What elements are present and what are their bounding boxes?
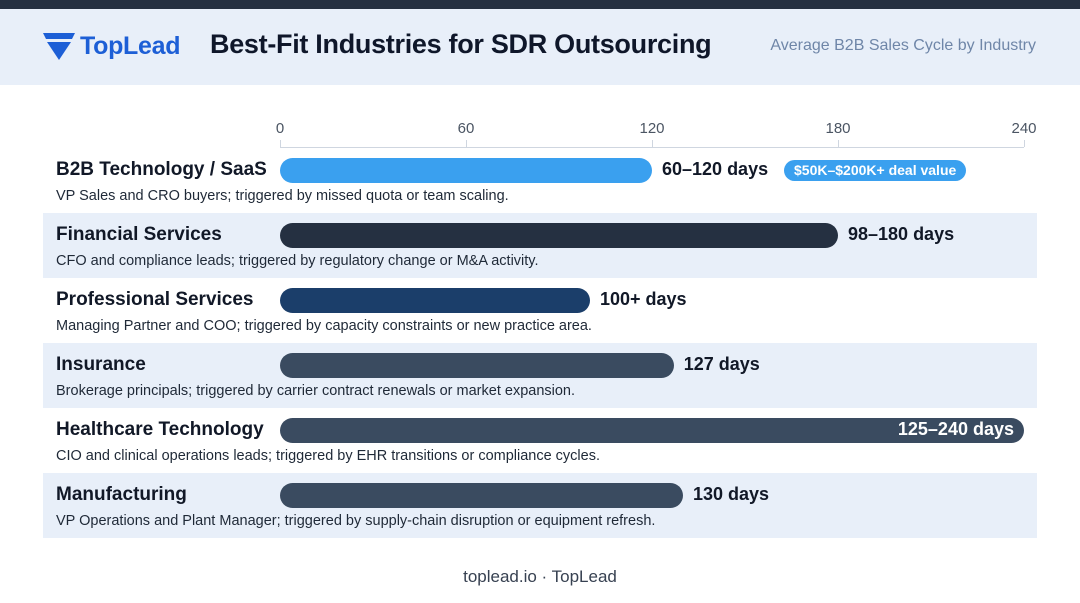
x-axis-tick: [466, 140, 467, 147]
bar: [280, 483, 683, 508]
bar-value-label: 100+ days: [600, 289, 687, 309]
logo-text: TopLead: [80, 31, 181, 60]
logo[interactable]: TopLead: [42, 29, 181, 63]
bar-value-label: 127 days: [683, 354, 760, 374]
industry-description: VP Operations and Plant Manager; trigger…: [56, 513, 656, 529]
industry-name: Financial Services: [56, 224, 222, 245]
bar: [280, 418, 1024, 443]
industry-name: Professional Services: [56, 289, 254, 310]
industry-row: Professional Services Managing Partner an…: [43, 278, 1037, 343]
x-axis-tick: [280, 140, 281, 147]
x-tick-label: 60: [457, 120, 475, 137]
x-tick-label: 180: [825, 120, 851, 137]
x-axis-tick: [838, 140, 839, 147]
top-strip: [0, 0, 1080, 9]
bar-value-label: 60–120 days: [662, 159, 769, 179]
page-title: Best-Fit Industries for SDR Outsourcing: [210, 29, 712, 59]
industry-name: Insurance: [56, 354, 146, 375]
page-subtitle: Average B2B Sales Cycle by Industry: [770, 37, 1036, 54]
bar: [280, 288, 590, 313]
industry-description: Managing Partner and COO; triggered by c…: [56, 318, 592, 334]
x-axis-line: [280, 147, 1024, 148]
x-tick-label: 0: [275, 120, 285, 137]
x-axis-tick: [652, 140, 653, 147]
bar-value-label: 130 days: [693, 484, 770, 504]
x-tick-label: 120: [639, 120, 665, 137]
industry-name: B2B Technology / SaaS: [56, 159, 267, 180]
bar-value-label: 98–180 days: [848, 224, 955, 244]
deal-value-badge: $50K–$200K+ deal value: [784, 160, 967, 181]
header: TopLead Best-Fit Industries for SDR Outs…: [0, 9, 1080, 85]
bar: [280, 223, 838, 248]
industry-row: B2B Technology / SaaS VP Sales and CRO bu…: [43, 148, 1037, 213]
industry-description: VP Sales and CRO buyers; triggered by mi…: [56, 188, 509, 204]
footer: toplead.io · TopLead: [463, 567, 617, 586]
x-axis-tick: [1024, 140, 1025, 147]
industry-name: Healthcare Technology: [56, 419, 264, 440]
bar: [280, 158, 652, 183]
industry-description: CIO and clinical operations leads; trigg…: [56, 448, 600, 464]
bar-value-label: 125–240 days: [897, 419, 1014, 439]
toplead-logo-icon: [43, 33, 75, 60]
industry-row: Manufacturing VP Operations and Plant Man…: [43, 473, 1037, 538]
industry-description: Brokerage principals; triggered by carri…: [56, 383, 576, 399]
industry-description: CFO and compliance leads; triggered by r…: [56, 253, 539, 269]
x-tick-label: 240: [1011, 120, 1037, 137]
industry-row: Healthcare Technology CIO and clinical op…: [43, 408, 1037, 473]
industry-row: Financial Services CFO and compliance lea…: [43, 213, 1037, 278]
industry-name: Manufacturing: [56, 484, 187, 505]
industry-row: Insurance Brokerage principals; triggered…: [43, 343, 1037, 408]
bar: [280, 353, 674, 378]
